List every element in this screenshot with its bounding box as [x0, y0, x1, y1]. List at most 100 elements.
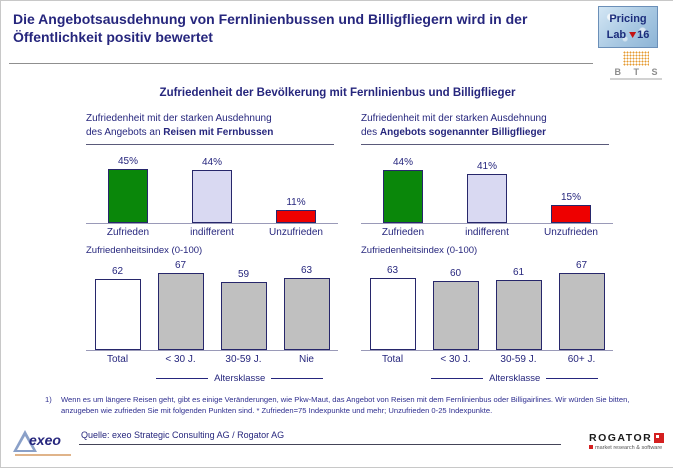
pricing-lab-badge: Pricing Lab 16 — [598, 6, 658, 48]
axis-label: Altersklasse — [489, 373, 541, 384]
bar-cell: 62 — [86, 266, 149, 350]
category-label: Nie — [298, 354, 314, 365]
category-label: 30-59 J. — [500, 354, 537, 365]
footnote: 1) Wenn es um längere Reisen geht, gibt … — [45, 394, 643, 416]
billigflieger-index-title: Zufriedenheitsindex (0-100) — [361, 245, 478, 256]
bar-value-label: 44% — [392, 157, 413, 168]
bits-dots-icon — [623, 51, 649, 66]
bar — [369, 278, 416, 350]
wine-glass-icon — [629, 32, 637, 39]
fernbus-axis-label-row: Altersklasse — [141, 373, 338, 384]
bar — [495, 280, 542, 350]
exeo-logo-text: exeo — [29, 432, 61, 448]
category-label: Zufrieden — [381, 227, 425, 238]
bar-cell: 60 — [424, 268, 487, 350]
bar — [383, 170, 423, 223]
badge-line2: Lab 16 — [606, 28, 650, 41]
fernbus-index-title: Zufriedenheitsindex (0-100) — [86, 245, 203, 256]
bits-logo-subline — [610, 78, 662, 80]
fernbus-index-categories: Total < 30 J. 30-59 J. Nie — [86, 354, 338, 365]
panel-divider — [86, 144, 334, 145]
category-label: Unzufrieden — [544, 227, 598, 238]
badge-line1: Pricing — [609, 13, 647, 25]
bar — [558, 273, 605, 350]
billigflieger-index-chart: 63 60 61 67 — [361, 258, 613, 351]
billigflieger-percent-categories: Zufrieden indifferent Unzufrieden — [361, 227, 613, 238]
bar — [220, 282, 267, 350]
billigflieger-index-categories: Total < 30 J. 30-59 J. 60+ J. — [361, 354, 613, 365]
bar-cell: 41% — [445, 161, 529, 223]
bar — [432, 281, 479, 350]
bar — [157, 273, 204, 350]
panel-divider — [361, 144, 609, 145]
bar-value-label: 44% — [201, 157, 222, 168]
panel-fernbus-header: Zufriedenheit mit der starken Ausdehnung… — [86, 113, 274, 138]
bar-value-label: 15% — [560, 192, 581, 203]
category-label: 60+ J. — [567, 354, 596, 365]
bar — [94, 279, 141, 350]
bar — [283, 278, 330, 350]
category-label: Unzufrieden — [269, 227, 323, 238]
axis-label-line — [546, 378, 599, 379]
rogator-logo-main: ROGATOR — [589, 432, 665, 444]
panel-fernbus: Zufriedenheit mit der starken Ausdehnung… — [86, 112, 338, 384]
exeo-logo-subline — [15, 454, 71, 456]
bar-value-label: 67 — [575, 260, 588, 271]
rogator-logo-text: ROGATOR — [589, 432, 653, 444]
bar-value-label: 60 — [449, 268, 462, 279]
bar-cell: 61 — [487, 267, 550, 350]
axis-label-line — [156, 378, 209, 379]
bar — [276, 210, 316, 223]
rogator-square-icon — [654, 433, 665, 443]
fernbus-percent-chart: 45% 44% 11% — [86, 147, 338, 224]
exeo-logo: exeo — [13, 428, 83, 462]
bar-cell: 11% — [254, 197, 338, 223]
category-label: indifferent — [465, 227, 509, 238]
category-label: Total — [106, 354, 129, 365]
chart-main-title: Zufriedenheit der Bevölkerung mit Fernli… — [159, 87, 516, 99]
bar-value-label: 63 — [386, 265, 399, 276]
axis-label-line — [271, 378, 324, 379]
bar — [551, 205, 591, 223]
page-title: Die Angebotsausdehnung von Fernlinienbus… — [13, 11, 528, 46]
rogator-logo: ROGATOR market research & software — [589, 432, 665, 451]
category-label: Total — [381, 354, 404, 365]
billigflieger-axis-label-row: Altersklasse — [416, 373, 613, 384]
bar-cell: 63 — [275, 265, 338, 350]
source-line: Quelle: exeo Strategic Consulting AG / R… — [81, 430, 285, 440]
bar-cell: 67 — [149, 260, 212, 350]
bar-value-label: 63 — [300, 265, 313, 276]
rogator-logo-subtext: market research & software — [589, 445, 665, 451]
bar-cell: 45% — [86, 156, 170, 223]
rogator-bullet-icon — [589, 445, 593, 449]
bar-value-label: 67 — [174, 260, 187, 271]
bar-value-label: 59 — [237, 269, 250, 280]
bar — [467, 174, 507, 223]
bar-cell: 67 — [550, 260, 613, 350]
category-label: < 30 J. — [165, 354, 196, 365]
category-label: 30-59 J. — [225, 354, 262, 365]
bar-value-label: 61 — [512, 267, 525, 278]
footnote-text: Wenn es um längere Reisen geht, gibt es … — [61, 395, 630, 415]
category-label: indifferent — [190, 227, 234, 238]
category-label: Zufrieden — [106, 227, 150, 238]
source-divider — [79, 444, 561, 445]
bar-value-label: 41% — [476, 161, 497, 172]
axis-label: Altersklasse — [214, 373, 266, 384]
category-label: < 30 J. — [440, 354, 471, 365]
bar-value-label: 45% — [117, 156, 138, 167]
billigflieger-percent-chart: 44% 41% 15% — [361, 147, 613, 224]
bar-value-label: 62 — [111, 266, 124, 277]
bits-logo: B T S — [607, 51, 665, 80]
panel-billigflieger: Zufriedenheit mit der starken Ausdehnung… — [361, 112, 613, 384]
bar — [192, 170, 232, 223]
bar-cell: 44% — [170, 157, 254, 223]
panel-billigflieger-header: Zufriedenheit mit der starken Ausdehnung… — [361, 113, 547, 138]
header-divider — [9, 63, 593, 64]
axis-label-line — [431, 378, 484, 379]
bar-cell: 44% — [361, 157, 445, 223]
bar-cell: 63 — [361, 265, 424, 350]
fernbus-index-chart: 62 67 59 63 — [86, 258, 338, 351]
bar-cell: 15% — [529, 192, 613, 223]
